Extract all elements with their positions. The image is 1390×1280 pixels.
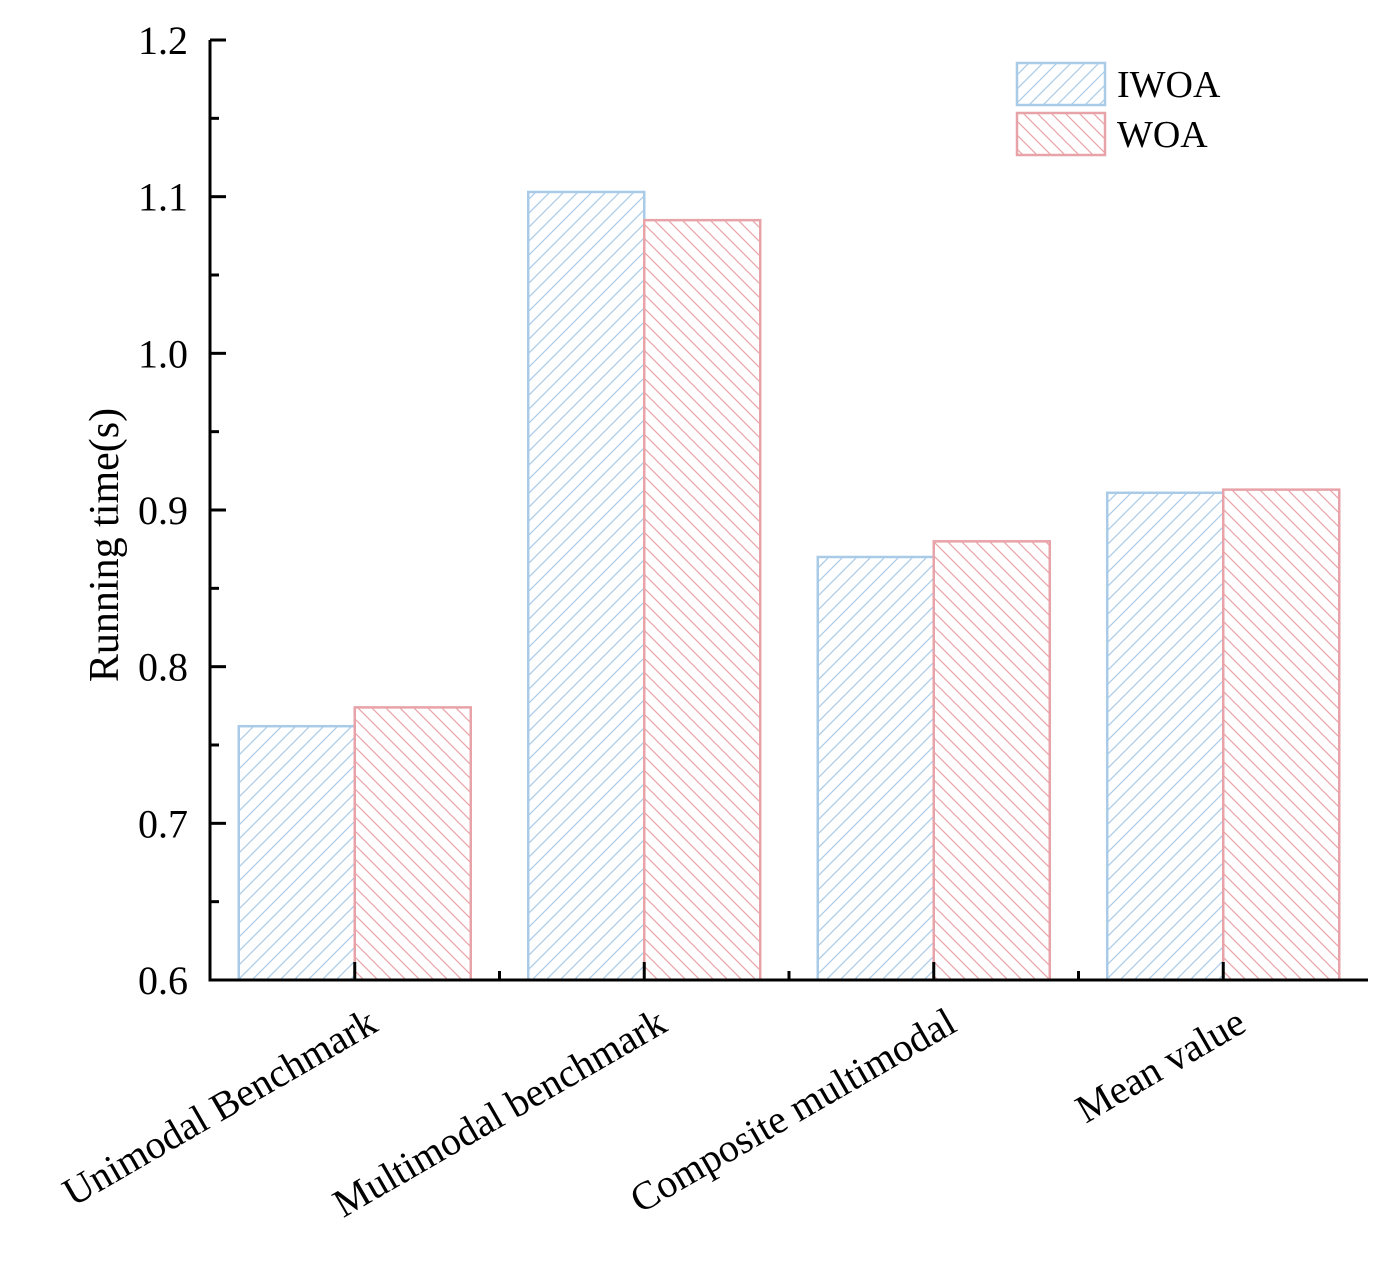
y-tick-label: 0.7 bbox=[138, 801, 188, 846]
legend-swatch-iwoa bbox=[1015, 61, 1107, 107]
x-axis-ticks bbox=[353, 962, 1225, 980]
y-axis-title: Running time(s) bbox=[82, 408, 128, 682]
x-category-label: Composite multimodal bbox=[622, 999, 963, 1222]
bar-woa-3 bbox=[932, 540, 1051, 982]
bar-iwoa-4 bbox=[1106, 491, 1225, 982]
bar-woa-2 bbox=[643, 218, 762, 982]
bar-iwoa-2 bbox=[527, 190, 646, 982]
legend-label-woa: WOA bbox=[1117, 114, 1208, 156]
y-tick-label: 0.9 bbox=[138, 488, 188, 533]
bars-layer bbox=[237, 190, 1341, 982]
x-category-label: Mean value bbox=[1068, 999, 1253, 1132]
legend: IWOA WOA bbox=[1015, 61, 1221, 157]
y-tick-label: 1.0 bbox=[138, 331, 188, 376]
y-axis-ticks: 0.6 0.7 0.8 0.9 1.0 1.1 1.2 bbox=[138, 18, 226, 1003]
bar-woa-1 bbox=[353, 706, 472, 982]
bar-iwoa-1 bbox=[237, 724, 356, 982]
y-tick-label: 1.1 bbox=[138, 175, 188, 220]
bar-iwoa-3 bbox=[816, 555, 935, 982]
y-tick-label: 1.2 bbox=[138, 18, 188, 63]
legend-label-iwoa: IWOA bbox=[1117, 64, 1221, 106]
legend-swatch-woa bbox=[1015, 111, 1107, 157]
y-tick-label: 0.8 bbox=[138, 645, 188, 690]
bar-woa-4 bbox=[1222, 488, 1341, 982]
y-tick-label: 0.6 bbox=[138, 958, 188, 1003]
